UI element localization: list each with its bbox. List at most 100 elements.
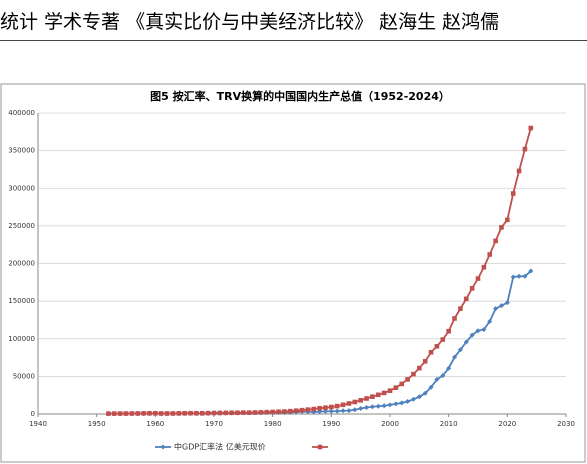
data-point [299, 407, 305, 413]
data-point [428, 349, 434, 355]
x-tick-label: 2030 [557, 420, 575, 428]
data-point [329, 404, 334, 410]
data-point [422, 390, 428, 396]
data-point [358, 398, 363, 403]
data-point [241, 410, 246, 415]
chart-title: 图5 按汇率、TRV换算的中国国内生产总值（1952-2024） [150, 89, 450, 103]
data-point [311, 406, 317, 412]
data-point [153, 411, 158, 416]
data-point [217, 410, 223, 416]
data-point [264, 409, 270, 415]
data-point [370, 394, 375, 399]
data-point [141, 411, 146, 416]
data-point [323, 405, 328, 410]
data-point [457, 347, 463, 353]
data-point [211, 410, 217, 416]
y-tick-label: 150000 [8, 297, 35, 305]
data-point [510, 191, 516, 196]
data-point [411, 371, 416, 377]
data-point [493, 238, 498, 244]
data-point [334, 403, 340, 409]
data-point [405, 399, 411, 405]
x-tick-label: 2010 [440, 420, 458, 428]
data-point [410, 396, 416, 402]
data-point [522, 146, 528, 152]
data-point [499, 225, 504, 230]
x-tick-label: 1960 [146, 420, 164, 428]
data-point [446, 328, 451, 334]
x-tick-label: 1950 [88, 420, 106, 428]
data-point [463, 296, 469, 302]
data-point [252, 410, 258, 415]
data-point [487, 252, 493, 257]
x-tick-label: 1980 [264, 420, 282, 428]
data-point [188, 410, 193, 416]
data-point [334, 408, 340, 414]
data-point [375, 403, 381, 409]
data-point [340, 408, 346, 414]
data-point [364, 396, 369, 401]
data-point [504, 300, 510, 306]
data-point [469, 286, 475, 291]
data-point [182, 410, 187, 416]
legend-marker [317, 444, 323, 450]
data-point [405, 377, 410, 382]
data-point [440, 337, 446, 342]
data-point [117, 411, 123, 416]
data-point [258, 410, 264, 415]
data-point [369, 404, 375, 410]
data-point [123, 411, 129, 416]
data-point [270, 409, 275, 415]
data-point [164, 411, 170, 416]
data-point [194, 410, 199, 416]
data-point [328, 408, 334, 414]
data-point [452, 354, 458, 360]
data-point [528, 125, 534, 131]
data-point [393, 385, 399, 390]
y-tick-label: 400000 [8, 109, 35, 117]
data-point [135, 411, 141, 416]
data-point [428, 384, 434, 390]
x-tick-label: 2020 [498, 420, 516, 428]
data-point [375, 392, 381, 398]
chart-frame [0, 83, 586, 463]
data-point [322, 408, 328, 414]
data-point [446, 365, 452, 371]
data-point [458, 306, 463, 311]
y-tick-label: 350000 [8, 147, 35, 155]
data-point [416, 394, 422, 400]
data-point [481, 326, 487, 332]
y-tick-label: 250000 [8, 222, 35, 230]
data-point [505, 217, 510, 223]
data-point [469, 332, 475, 338]
data-point [528, 268, 534, 274]
header-text: 统计 学术专著 《真实比价与中美经济比较》 赵海生 赵鸿儒 [0, 6, 587, 41]
x-tick-label: 2000 [381, 420, 399, 428]
data-point [510, 274, 516, 280]
data-point [493, 306, 499, 312]
data-point [434, 376, 440, 382]
data-point [498, 303, 504, 309]
data-point [282, 409, 287, 414]
data-point [111, 411, 117, 416]
data-point [340, 402, 346, 408]
data-point [246, 410, 252, 415]
data-point [381, 403, 387, 409]
series-line [108, 127, 532, 415]
x-tick-label: 1970 [205, 420, 223, 428]
data-point [346, 401, 352, 406]
y-tick-label: 50000 [13, 372, 35, 380]
data-point [205, 410, 211, 416]
data-point [147, 411, 152, 416]
y-tick-label: 0 [31, 410, 35, 418]
data-point [158, 411, 164, 416]
data-point [522, 273, 528, 279]
data-point [481, 264, 487, 270]
data-point [352, 407, 358, 413]
data-point [417, 365, 422, 371]
data-point [106, 411, 111, 416]
data-point [287, 408, 293, 414]
data-point [235, 410, 240, 416]
data-point [422, 359, 428, 364]
